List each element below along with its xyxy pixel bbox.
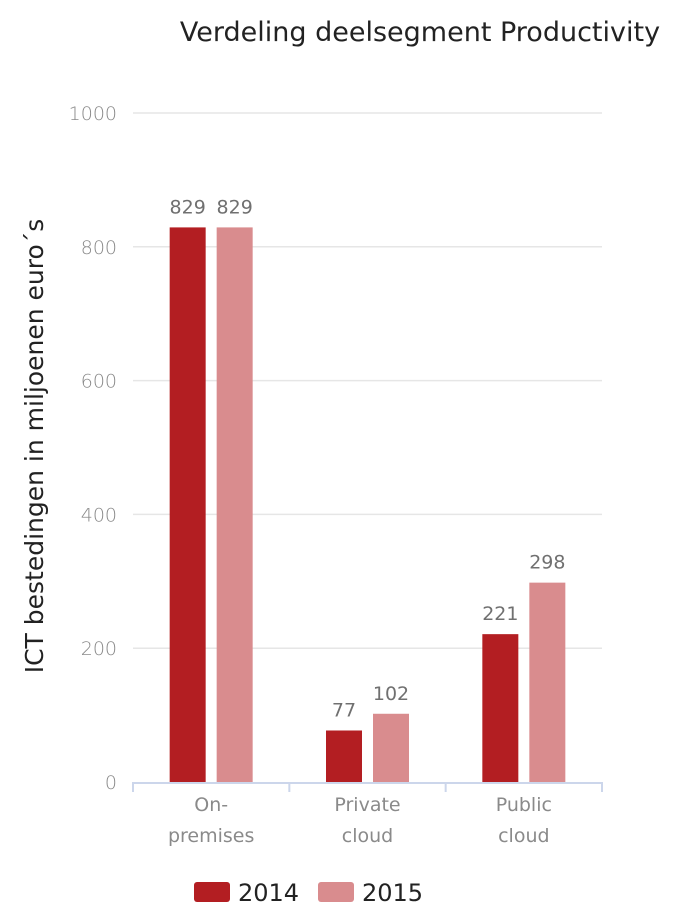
data-label: 298	[529, 552, 565, 574]
data-labels: 829 829 77 102 221 298	[170, 196, 566, 721]
x-tick-label-line: Public	[496, 794, 552, 816]
x-tick-label-line: cloud	[498, 825, 549, 847]
legend-swatch-2015	[318, 882, 354, 902]
y-tick-label: 200	[81, 638, 117, 660]
legend: 2014 2015	[194, 879, 423, 907]
data-label: 829	[170, 196, 206, 218]
legend-swatch-2014	[194, 882, 230, 902]
bar-2014-0	[169, 227, 206, 783]
y-tick-label: 0	[105, 772, 117, 794]
x-tick-label: On-premises	[168, 794, 254, 847]
bars	[169, 227, 566, 783]
data-label: 102	[373, 683, 409, 705]
x-tick-label-line: premises	[168, 825, 254, 847]
bar-2015-2	[529, 582, 566, 782]
x-tick-label: Private cloud	[334, 794, 400, 847]
legend-label[interactable]: 2015	[362, 879, 423, 907]
y-tick-label: 800	[81, 237, 117, 259]
bar-2015-1	[373, 713, 409, 782]
x-axis	[132, 782, 603, 792]
data-label: 77	[332, 699, 356, 721]
data-label: 221	[482, 603, 518, 625]
gridlines	[133, 112, 602, 649]
y-tick-label: 400	[81, 504, 117, 526]
y-tick-label: 600	[81, 371, 117, 393]
legend-label[interactable]: 2014	[238, 879, 299, 907]
bar-2014-1	[326, 730, 362, 782]
chart-title: Verdeling deelsegment Productivity	[180, 17, 660, 48]
bar-2015-0	[216, 227, 253, 783]
data-label: 829	[217, 196, 253, 218]
x-tick-label-line: Private	[334, 794, 400, 816]
y-axis-ticks: 0 200 400 600 800 1000	[69, 103, 117, 794]
x-tick-label-line: On-	[194, 794, 228, 816]
x-tick-label: Public cloud	[496, 794, 552, 847]
x-axis-ticks: On-premises Private cloud Public cloud	[168, 794, 552, 847]
y-axis-label: ICT bestedingen in miljoenen euro´s	[20, 219, 49, 674]
bar-2014-2	[482, 634, 519, 782]
x-tick-label-line: cloud	[342, 825, 393, 847]
y-tick-label: 1000	[69, 103, 117, 125]
